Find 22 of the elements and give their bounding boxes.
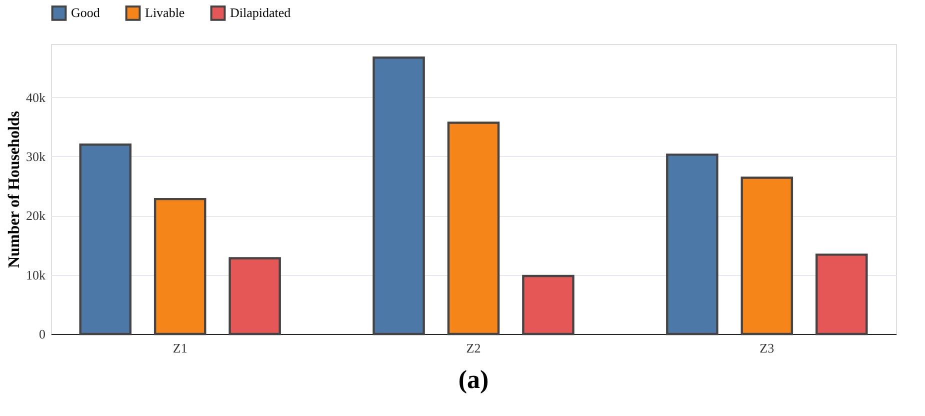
bar: [447, 122, 500, 336]
legend-label: Dilapidated: [230, 5, 292, 20]
bar: [815, 254, 868, 336]
legend-label: Livable: [145, 5, 185, 20]
bar: [740, 176, 794, 336]
y-tick-label: 0: [39, 326, 46, 342]
y-tick-label: 40k: [26, 90, 46, 105]
bar: [666, 154, 718, 336]
x-tick-label: Z1: [172, 340, 188, 356]
legend-label: Good: [71, 5, 100, 20]
bar: [154, 198, 206, 336]
y-tick-label: 10k: [26, 267, 46, 282]
text: (a): [458, 365, 489, 394]
bar: [228, 257, 281, 336]
x-tick-label: Z3: [760, 340, 774, 356]
x-tick-label: Z2: [466, 340, 481, 356]
y-tick-label: 20k: [26, 208, 46, 224]
bar: [372, 56, 425, 336]
y-tick-label: 30k: [26, 148, 46, 164]
y-axis-title: Number of Households: [6, 110, 23, 268]
bar: [522, 274, 574, 336]
bar: [79, 144, 132, 336]
